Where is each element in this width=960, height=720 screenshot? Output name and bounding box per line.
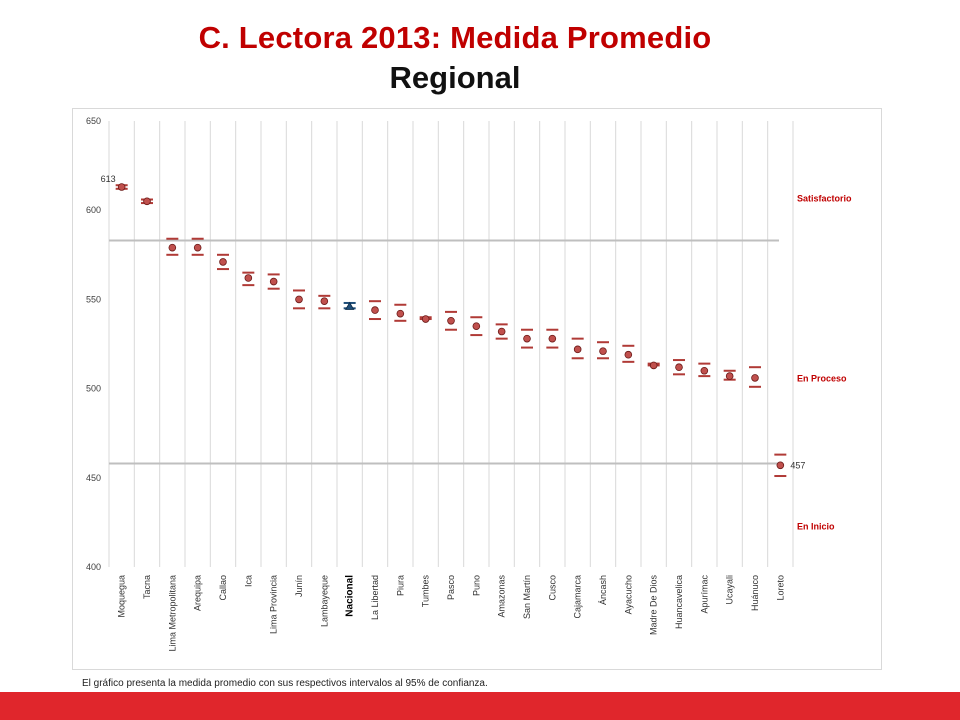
data-point [168, 243, 177, 252]
x-tick-label: Piura [395, 575, 405, 596]
y-tick-label: 450 [86, 473, 101, 483]
x-tick-label: La Libertad [370, 575, 380, 620]
x-tick-label: Tacna [142, 575, 152, 599]
data-point [751, 374, 759, 382]
bottom-bar [0, 692, 960, 720]
y-tick-label: 500 [86, 384, 101, 394]
title-block: C. Lectora 2013: Medida Promedio Regiona… [0, 18, 910, 98]
data-point [421, 315, 430, 323]
x-tick-label: Amazonas [497, 575, 507, 618]
y-tick-label: 650 [86, 116, 101, 126]
chart-frame: 400 450 500 550 600 650 Satisfactorio En Proces… [72, 108, 882, 670]
x-tick-label: Madre De Dios [649, 575, 659, 636]
x-tick-label: Tumbes [421, 575, 431, 608]
x-tick-label: Lambayeque [319, 575, 329, 627]
x-tick-label: Ayacucho [623, 575, 633, 614]
x-tick-label: Pasco [446, 575, 456, 600]
data-point [548, 334, 557, 343]
x-tick-label: Arequipa [193, 575, 203, 611]
level-label: En Inicio [797, 522, 835, 532]
data-point [599, 347, 607, 355]
y-tick-label: 600 [86, 205, 101, 215]
chart-svg: 400 450 500 550 600 650 Satisfactorio En Proces… [86, 116, 852, 652]
x-tick-label: Huancavelica [674, 575, 684, 629]
y-tick-label: 400 [86, 562, 101, 572]
data-point [371, 306, 379, 314]
data-point [143, 197, 151, 206]
data-point [396, 309, 405, 318]
data-point [244, 274, 253, 282]
data-point [472, 322, 481, 330]
x-tick-label: Ica [243, 575, 253, 587]
data-point [219, 258, 227, 266]
x-tick-label: Loreto [775, 575, 785, 601]
data-point [573, 345, 582, 354]
data-label: 613 [101, 174, 116, 184]
data-point [320, 297, 329, 305]
level-label: En Proceso [797, 373, 847, 383]
y-tick-label: 550 [86, 294, 101, 304]
x-tick-label: Áncash [598, 575, 608, 605]
footnote: El gráfico presenta la medida promedio c… [82, 678, 488, 689]
level-label: Satisfactorio [797, 193, 852, 203]
x-tick-label: Lima Metropolitana [167, 575, 177, 652]
data-point [523, 334, 531, 343]
data-point [725, 372, 734, 380]
data-point-nacional [344, 301, 355, 310]
page-subtitle: Regional [389, 60, 521, 95]
x-tick-label: Nacional [345, 575, 356, 617]
x-tick-label: Apurímac [699, 575, 709, 614]
x-tick-label: Huánuco [750, 575, 760, 611]
x-tick-label: Lima Provincia [269, 575, 279, 634]
x-tick-label: Puno [471, 575, 481, 596]
data-point [117, 183, 126, 191]
x-tick-label: Junín [294, 575, 304, 597]
data-point [295, 295, 303, 304]
data-point [675, 363, 683, 371]
data-point [776, 461, 785, 470]
data-point [447, 317, 455, 325]
data-point [269, 277, 278, 286]
data-point [624, 350, 633, 359]
x-tick-label: San Martín [522, 575, 532, 619]
data-label: 457 [790, 460, 805, 470]
x-tick-label: Moquegua [117, 575, 127, 618]
x-tick-label: Cusco [547, 575, 557, 601]
x-tick-label: Cajamarca [573, 575, 583, 619]
data-point [700, 366, 709, 375]
page-title: C. Lectora 2013: Medida Promedio [198, 20, 712, 55]
data-point [497, 327, 506, 336]
data-point [193, 243, 202, 252]
x-tick-label: Ucayali [725, 575, 735, 605]
data-point [649, 361, 658, 370]
x-tick-label: Callao [218, 575, 228, 601]
